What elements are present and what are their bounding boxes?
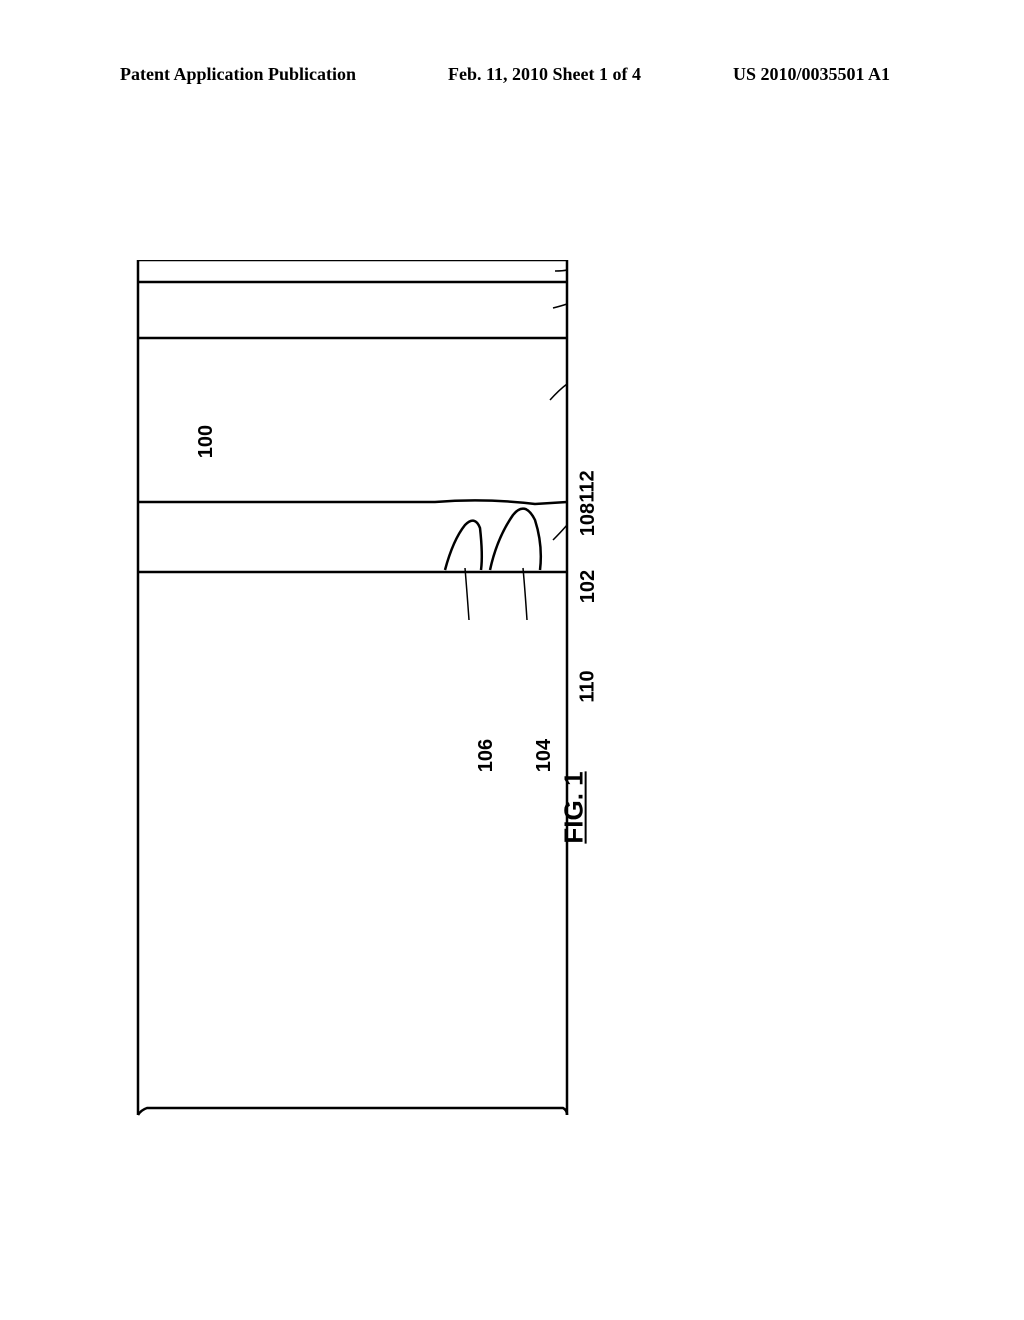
ref-label-102: 102 <box>577 570 600 603</box>
ref-label-112: 112 <box>577 470 600 502</box>
ref-label-108: 108 <box>577 503 600 536</box>
ref-label-104: 104 <box>533 739 556 772</box>
header-publication-type: Patent Application Publication <box>120 64 356 85</box>
header-date-sheet: Feb. 11, 2010 Sheet 1 of 4 <box>448 64 641 85</box>
ref-label-100: 100 <box>195 425 218 458</box>
header-patent-number: US 2010/0035501 A1 <box>733 64 890 85</box>
patent-diagram <box>135 260 835 1120</box>
figure-title: FIG. 1 <box>559 771 590 843</box>
page-header: Patent Application Publication Feb. 11, … <box>0 64 1024 85</box>
figure-1-container: 100 112 108 102 110 104 106 FIG. 1 <box>0 180 1024 1180</box>
ref-label-110: 110 <box>577 670 600 702</box>
ref-label-106: 106 <box>475 739 498 772</box>
